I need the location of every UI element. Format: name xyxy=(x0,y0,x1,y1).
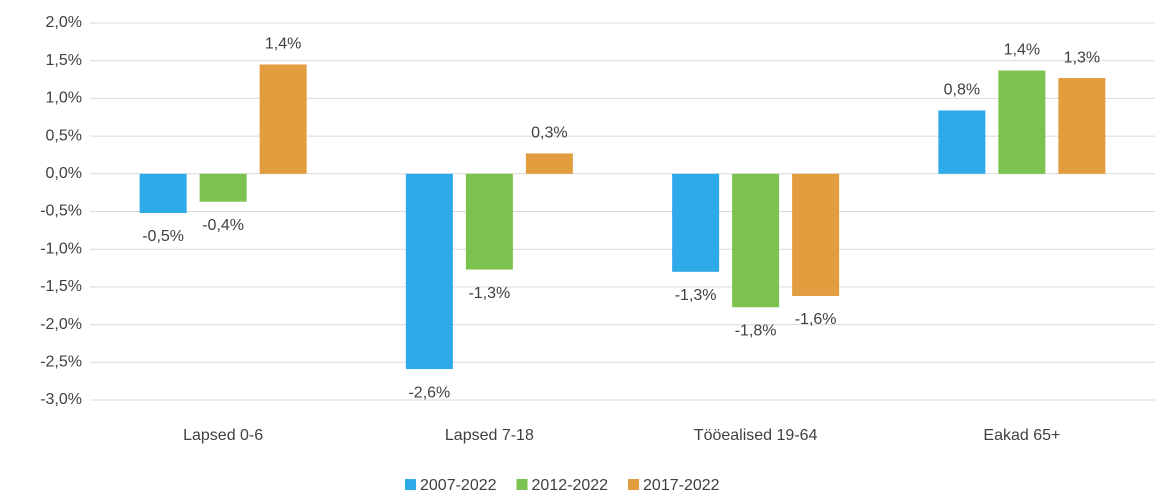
value-label: -0,5% xyxy=(142,228,184,245)
y-tick-label: -1,5% xyxy=(40,278,82,295)
value-label: -2,6% xyxy=(408,384,450,401)
bar xyxy=(732,173,780,308)
legend-label: 2012-2022 xyxy=(532,477,609,494)
y-tick-label: 0,0% xyxy=(46,165,82,182)
x-tick-label: Eakad 65+ xyxy=(983,427,1060,444)
y-tick-label: -2,0% xyxy=(40,316,82,333)
value-label: 1,4% xyxy=(265,36,301,53)
bar xyxy=(998,70,1046,174)
x-tick-label: Lapsed 0-6 xyxy=(183,427,263,444)
value-label: 1,4% xyxy=(1004,42,1040,59)
y-tick-label: -3,0% xyxy=(40,391,82,408)
legend-label: 2007-2022 xyxy=(420,477,497,494)
bar xyxy=(525,153,573,174)
y-tick-label: 0,5% xyxy=(46,127,82,144)
y-tick-label: 1,0% xyxy=(46,90,82,107)
y-tick-label: -1,0% xyxy=(40,240,82,257)
value-label: -0,4% xyxy=(202,217,244,234)
bar xyxy=(405,173,453,370)
value-label: 1,3% xyxy=(1064,49,1100,66)
y-tick-label: -2,5% xyxy=(40,354,82,371)
value-label: -1,3% xyxy=(675,287,717,304)
x-tick-label: Lapsed 7-18 xyxy=(445,427,534,444)
value-label: 0,8% xyxy=(944,82,980,99)
y-tick-label: 2,0% xyxy=(46,14,82,31)
bar xyxy=(259,64,307,174)
value-label: -1,6% xyxy=(795,311,837,328)
x-tick-label: Tööealised 19-64 xyxy=(694,427,818,444)
bar xyxy=(139,173,187,214)
bar xyxy=(1058,78,1106,174)
value-label: -1,8% xyxy=(735,322,777,339)
legend-swatch xyxy=(405,479,416,490)
legend-swatch xyxy=(516,479,528,490)
y-tick-label: -0,5% xyxy=(40,203,82,220)
legend-label: 2017-2022 xyxy=(643,477,720,494)
bar xyxy=(199,173,247,202)
bar xyxy=(792,173,840,296)
bar xyxy=(465,173,513,270)
value-label: -1,3% xyxy=(468,285,510,302)
bar xyxy=(938,110,986,174)
bar xyxy=(672,173,720,272)
y-tick-label: 1,5% xyxy=(46,52,82,69)
value-label: 0,3% xyxy=(531,125,567,142)
legend-swatch xyxy=(628,479,640,490)
